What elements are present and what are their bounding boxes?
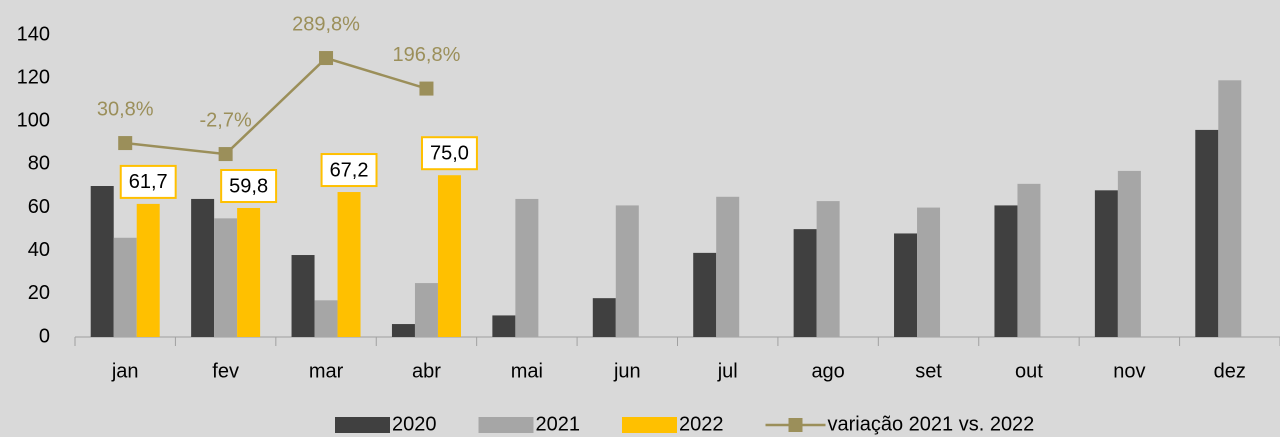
bar (793, 229, 817, 337)
bar (515, 198, 539, 337)
bar (414, 283, 438, 337)
bar (437, 175, 461, 337)
bar (917, 207, 941, 337)
legend-label: 2022 (679, 413, 724, 435)
bar (1195, 129, 1219, 337)
x-tick-label: mai (511, 360, 543, 382)
x-tick-label: nov (1113, 360, 1145, 382)
y-tick-label: 60 (28, 196, 50, 218)
value-label-box (119, 164, 177, 199)
x-tick-label: jul (717, 360, 738, 382)
line-marker (218, 147, 233, 162)
x-tick-label: abr (412, 360, 441, 382)
line-value-label: 196,8% (393, 44, 461, 66)
bar (291, 255, 315, 337)
line-value-label: -2,7% (200, 109, 252, 131)
line-marker (419, 81, 434, 96)
bar-value-label: 59,8 (229, 175, 268, 197)
bar (314, 300, 338, 337)
value-label-box (220, 169, 278, 204)
y-tick-label: 80 (28, 153, 50, 175)
y-tick-label: 0 (39, 325, 50, 347)
bar (716, 196, 740, 337)
legend-label: 2021 (536, 413, 581, 435)
line (125, 56, 427, 156)
legend-label: 2020 (392, 413, 437, 435)
bar (237, 208, 261, 337)
bar (90, 186, 114, 337)
bar (693, 252, 717, 337)
bar (1117, 170, 1141, 337)
bar-value-label: 67,2 (330, 159, 369, 181)
legend-label: variação 2021 vs. 2022 (828, 413, 1035, 435)
y-tick-label: 140 (17, 23, 50, 45)
bar (113, 237, 137, 337)
x-tick-label: dez (1214, 360, 1246, 382)
bar (1017, 183, 1041, 337)
x-tick-label: jun (613, 360, 641, 382)
x-tick-label: fev (212, 360, 239, 382)
legend-swatch (335, 417, 390, 433)
bar (492, 315, 516, 337)
bar (337, 192, 361, 337)
y-tick-label: 100 (17, 110, 50, 132)
bar (994, 205, 1018, 337)
bar (1218, 80, 1242, 338)
x-tick-label: out (1015, 360, 1043, 382)
bar (1094, 190, 1118, 337)
bar-value-label: 75,0 (430, 142, 469, 164)
line-value-label: 30,8% (97, 98, 154, 120)
y-tick-label: 20 (28, 282, 50, 304)
x-tick-label: mar (309, 360, 344, 382)
bar-value-label: 61,7 (129, 171, 168, 193)
x-tick-label: jan (111, 360, 139, 382)
bar (615, 205, 639, 337)
y-tick-label: 40 (28, 239, 50, 261)
y-tick-label: 120 (17, 66, 50, 88)
value-label-box (320, 153, 378, 188)
legend-swatch (478, 417, 534, 433)
legend-swatch (622, 417, 677, 433)
bar (894, 233, 918, 337)
x-tick-label: set (915, 360, 942, 382)
line-value-label: 289,8% (292, 13, 360, 35)
x-tick-label: ago (811, 360, 844, 382)
value-label-box (420, 136, 478, 171)
line-marker (118, 136, 133, 151)
bar (592, 298, 616, 337)
bar (816, 201, 840, 337)
bar (136, 203, 160, 337)
bar (214, 218, 238, 337)
legend-swatch (788, 418, 803, 432)
bar (191, 198, 215, 337)
line-marker (319, 51, 334, 66)
bar (391, 324, 415, 337)
